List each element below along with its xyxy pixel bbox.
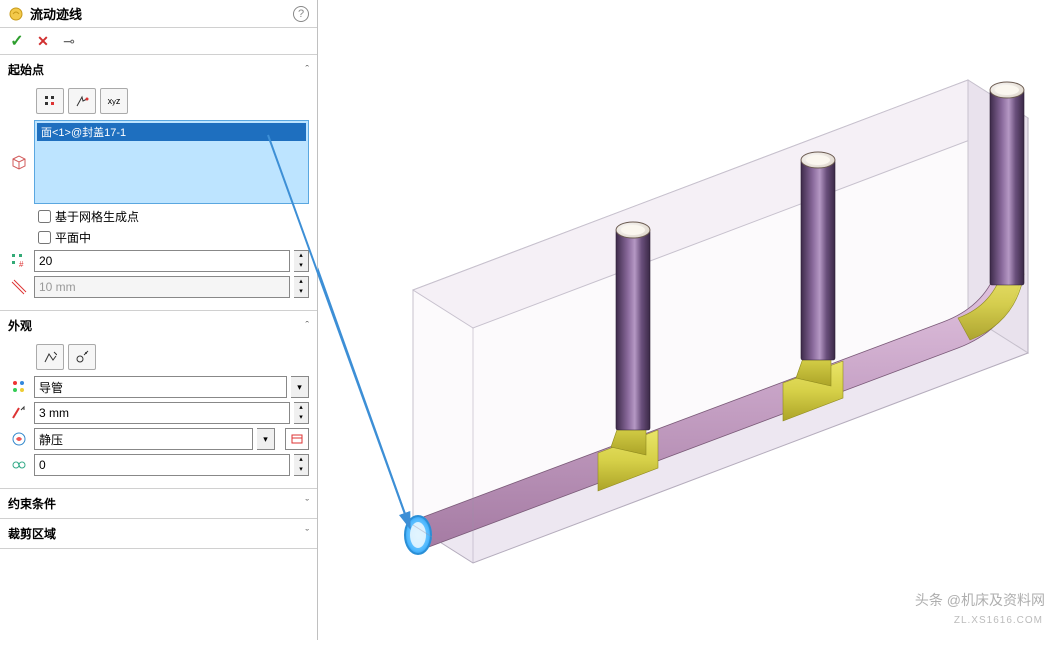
offset-spinner[interactable]: ▴▾ (294, 454, 309, 476)
panel-title: 流动迹线 (30, 4, 293, 23)
points-count-icon: # (8, 250, 30, 272)
mesh-based-label: 基于网格生成点 (55, 208, 139, 225)
in-plane-label: 平面中 (55, 229, 91, 246)
chevron-up-icon: ˆ (305, 64, 309, 76)
chevron-down-icon: ˇ (305, 498, 309, 510)
style-icon (8, 376, 30, 398)
help-icon[interactable]: ? (293, 6, 309, 22)
section-crop-title: 裁剪区域 (8, 525, 305, 542)
chevron-down-icon: ˇ (305, 528, 309, 540)
svg-text:#: # (19, 260, 24, 269)
face-selection-icon (8, 151, 30, 173)
ok-button[interactable]: ✓ (8, 32, 26, 50)
xyz-tool-icon[interactable]: xyz (100, 88, 128, 114)
section-appearance-header[interactable]: 外观 ˆ (0, 311, 317, 340)
property-panel: 流动迹线 ? ✓ ✕ ⊸ 起始点 ˆ xyz 面<1>@封盖17-1 (0, 0, 318, 640)
section-constraints-header[interactable]: 约束条件 ˇ (0, 489, 317, 518)
style-select[interactable]: 导管 (34, 376, 287, 398)
watermark-site: ZL.XS1616.COM (954, 615, 1043, 626)
spacing-spinner: ▴▾ (294, 276, 309, 298)
offset-input[interactable] (34, 454, 290, 476)
in-plane-checkbox[interactable] (38, 231, 51, 244)
flow-trajectories-icon (8, 6, 24, 22)
width-input[interactable] (34, 402, 290, 424)
static-display-icon[interactable] (36, 344, 64, 370)
panel-header: 流动迹线 ? (0, 0, 317, 28)
section-appearance-title: 外观 (8, 317, 305, 334)
section-crop-header[interactable]: 裁剪区域 ˇ (0, 519, 317, 548)
spacing-input (34, 276, 290, 298)
reference-tool-icon[interactable] (36, 88, 64, 114)
spacing-icon (8, 276, 30, 298)
section-crop: 裁剪区域 ˇ (0, 519, 317, 549)
mesh-based-checkbox[interactable] (38, 210, 51, 223)
selection-item[interactable]: 面<1>@封盖17-1 (37, 123, 306, 141)
parameter-dropdown-icon[interactable]: ▾ (257, 428, 275, 450)
parameter-icon (8, 428, 30, 450)
offset-icon (8, 454, 30, 476)
dynamic-display-icon[interactable] (68, 344, 96, 370)
section-constraints-title: 约束条件 (8, 495, 305, 512)
width-spinner[interactable]: ▴▾ (294, 402, 309, 424)
pick-tool-icon[interactable] (68, 88, 96, 114)
section-appearance: 外观 ˆ 导管 ▾ ▴▾ 静压 ▾ (0, 311, 317, 489)
mesh-based-checkbox-row[interactable]: 基于网格生成点 (38, 208, 309, 225)
style-dropdown-icon[interactable]: ▾ (291, 376, 309, 398)
section-startpoint-title: 起始点 (8, 61, 305, 78)
points-count-spinner[interactable]: ▴▾ (294, 250, 309, 272)
selection-list[interactable]: 面<1>@封盖17-1 (34, 120, 309, 204)
in-plane-checkbox-row[interactable]: 平面中 (38, 229, 309, 246)
points-count-input[interactable] (34, 250, 290, 272)
width-icon (8, 402, 30, 424)
watermark-text: 头条 @机床及资料网 (915, 590, 1045, 610)
3d-viewport[interactable]: 头条 @机床及资料网 ZL.XS1616.COM (318, 0, 1055, 640)
section-constraints: 约束条件 ˇ (0, 489, 317, 519)
model-render (318, 0, 1055, 640)
chevron-up-icon: ˆ (305, 320, 309, 332)
action-bar: ✓ ✕ ⊸ (0, 28, 317, 55)
parameter-select[interactable]: 静压 (34, 428, 253, 450)
section-startpoint-header[interactable]: 起始点 ˆ (0, 55, 317, 84)
pin-button[interactable]: ⊸ (60, 32, 78, 50)
section-startpoint: 起始点 ˆ xyz 面<1>@封盖17-1 基于网格生成点 平面中 (0, 55, 317, 311)
parameter-more-icon[interactable] (285, 428, 309, 450)
cancel-button[interactable]: ✕ (34, 32, 52, 50)
